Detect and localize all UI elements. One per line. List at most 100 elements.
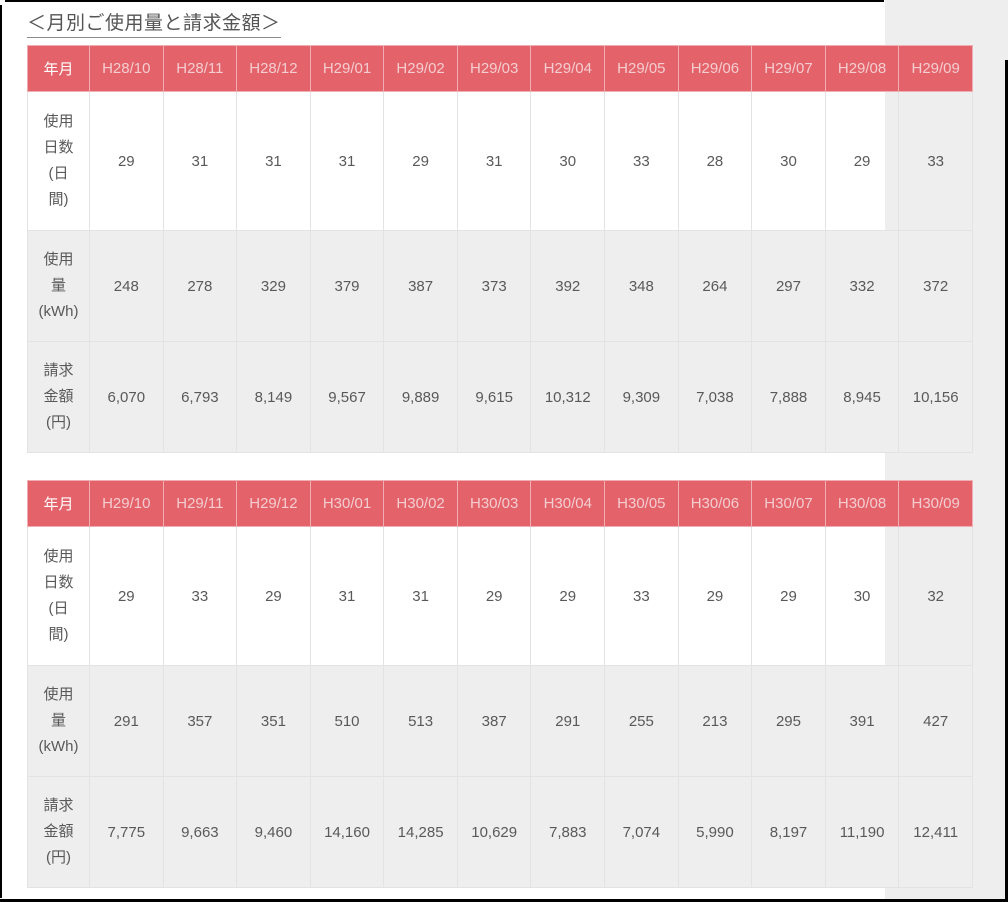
billing-yen-label: 請求 金額 (円): [27, 776, 90, 888]
usage-kwh-cell: 351: [236, 665, 311, 777]
billing-yen-cell: 8,945: [824, 341, 900, 453]
usage-days-cell: 29: [89, 526, 164, 666]
usage-kwh-cell: 379: [309, 230, 385, 342]
billing-yen-cell: 10,312: [530, 341, 606, 453]
usage-kwh-cell: 213: [677, 665, 753, 777]
usage-kwh-cell: 391: [824, 665, 900, 777]
billing-yen-cell: 8,149: [236, 341, 311, 453]
billing-yen-cell: 14,160: [309, 776, 385, 888]
billing-yen-label: 請求 金額 (円): [27, 341, 90, 453]
billing-yen-cell: 8,197: [751, 776, 826, 888]
billing-yen-cell: 7,038: [677, 341, 753, 453]
usage-kwh-cell: 357: [162, 665, 238, 777]
billing-yen-cell: 9,567: [309, 341, 385, 453]
usage-kwh-cell: 264: [677, 230, 753, 342]
month-header-cell: H28/10: [89, 45, 164, 92]
month-header-cell: H30/03: [456, 480, 532, 527]
month-header-cell: H29/04: [530, 45, 606, 92]
year-month-header: 年月: [27, 45, 90, 92]
page-title-text: ＜月別ご使用量と請求金額＞: [27, 8, 281, 38]
month-header-cell: H29/05: [604, 45, 679, 92]
billing-yen-cell: 10,156: [898, 341, 973, 453]
usage-kwh-cell: 329: [236, 230, 311, 342]
month-header-cell: H29/12: [236, 480, 311, 527]
month-header-cell: H30/05: [604, 480, 679, 527]
usage-days-cell: 31: [309, 526, 385, 666]
usage-days-row: 使用 日数 (日 間) 29 33 29 31 31 29 29 33 29 29 30 32: [27, 526, 973, 666]
monthly-usage-table-1: 年月 H28/10 H28/11 H28/12 H29/01 H29/02 H29/03 H2…: [27, 45, 973, 453]
month-header-cell: H30/01: [309, 480, 385, 527]
usage-days-cell: 29: [383, 91, 458, 231]
monthly-usage-table-2: 年月 H29/10 H29/11 H29/12 H30/01 H30/02 H30/03 H3…: [27, 480, 973, 888]
usage-days-cell: 29: [89, 91, 164, 231]
month-header-cell: H30/08: [824, 480, 900, 527]
usage-kwh-cell: 255: [604, 665, 679, 777]
usage-kwh-cell: 295: [751, 665, 826, 777]
month-header-cell: H29/11: [162, 480, 238, 527]
usage-kwh-label: 使用 量 (kWh): [27, 230, 90, 342]
usage-kwh-row: 使用 量 (kWh) 291 357 351 510 513 387 291 255 213 295…: [27, 665, 973, 777]
usage-kwh-cell: 387: [456, 665, 532, 777]
usage-days-row: 使用 日数 (日 間) 29 31 31 31 29 31 30 33 28 30 29 33: [27, 91, 973, 231]
usage-days-cell: 32: [898, 526, 973, 666]
month-header-cell: H30/02: [383, 480, 458, 527]
usage-days-cell: 31: [383, 526, 458, 666]
billing-yen-cell: 9,615: [456, 341, 532, 453]
month-header-cell: H30/06: [677, 480, 753, 527]
usage-days-cell: 30: [751, 91, 826, 231]
month-header-cell: H29/07: [751, 45, 826, 92]
month-header-cell: H30/09: [898, 480, 973, 527]
billing-yen-cell: 11,190: [824, 776, 900, 888]
screenshot-frame-left: [0, 5, 2, 898]
month-header-cell: H29/08: [824, 45, 900, 92]
year-month-header: 年月: [27, 480, 90, 527]
main-content: ＜月別ご使用量と請求金額＞ 年月 H28/10 H28/11 H28/12 H29/01…: [27, 8, 973, 888]
billing-yen-cell: 10,629: [456, 776, 532, 888]
billing-yen-cell: 7,775: [89, 776, 164, 888]
usage-days-cell: 33: [162, 526, 238, 666]
usage-days-cell: 29: [456, 526, 532, 666]
usage-kwh-row: 使用 量 (kWh) 248 278 329 379 387 373 392 348 264 297…: [27, 230, 973, 342]
usage-days-cell: 31: [309, 91, 385, 231]
usage-kwh-cell: 392: [530, 230, 606, 342]
usage-days-cell: 31: [162, 91, 238, 231]
usage-days-label: 使用 日数 (日 間): [27, 526, 90, 666]
usage-days-cell: 33: [898, 91, 973, 231]
usage-kwh-cell: 427: [898, 665, 973, 777]
usage-kwh-cell: 513: [383, 665, 458, 777]
month-header-cell: H29/09: [898, 45, 973, 92]
usage-kwh-cell: 372: [898, 230, 973, 342]
month-header-cell: H29/01: [309, 45, 385, 92]
billing-yen-cell: 5,990: [677, 776, 753, 888]
screenshot-frame-right: [1005, 60, 1008, 902]
screenshot-frame-bottom: [0, 899, 1008, 902]
table-header-row: 年月 H28/10 H28/11 H28/12 H29/01 H29/02 H29/03 H2…: [27, 45, 973, 92]
billing-yen-cell: 9,889: [383, 341, 458, 453]
usage-days-cell: 29: [236, 526, 311, 666]
month-header-cell: H30/07: [751, 480, 826, 527]
usage-days-label: 使用 日数 (日 間): [27, 91, 90, 231]
month-header-cell: H29/02: [383, 45, 458, 92]
month-header-cell: H30/04: [530, 480, 606, 527]
usage-days-cell: 33: [604, 91, 679, 231]
usage-kwh-cell: 291: [89, 665, 164, 777]
month-header-cell: H28/12: [236, 45, 311, 92]
usage-kwh-cell: 248: [89, 230, 164, 342]
usage-kwh-cell: 297: [751, 230, 826, 342]
usage-days-cell: 29: [824, 91, 900, 231]
usage-kwh-cell: 348: [604, 230, 679, 342]
usage-days-cell: 31: [456, 91, 532, 231]
usage-kwh-cell: 373: [456, 230, 532, 342]
table-header-row: 年月 H29/10 H29/11 H29/12 H30/01 H30/02 H30/03 H3…: [27, 480, 973, 527]
billing-yen-cell: 6,070: [89, 341, 164, 453]
usage-kwh-label: 使用 量 (kWh): [27, 665, 90, 777]
usage-days-cell: 29: [751, 526, 826, 666]
billing-yen-cell: 7,074: [604, 776, 679, 888]
usage-days-cell: 30: [824, 526, 900, 666]
usage-kwh-cell: 510: [309, 665, 385, 777]
page-title: ＜月別ご使用量と請求金額＞: [27, 8, 973, 38]
usage-kwh-cell: 278: [162, 230, 238, 342]
billing-yen-cell: 9,309: [604, 341, 679, 453]
billing-yen-cell: 9,460: [236, 776, 311, 888]
